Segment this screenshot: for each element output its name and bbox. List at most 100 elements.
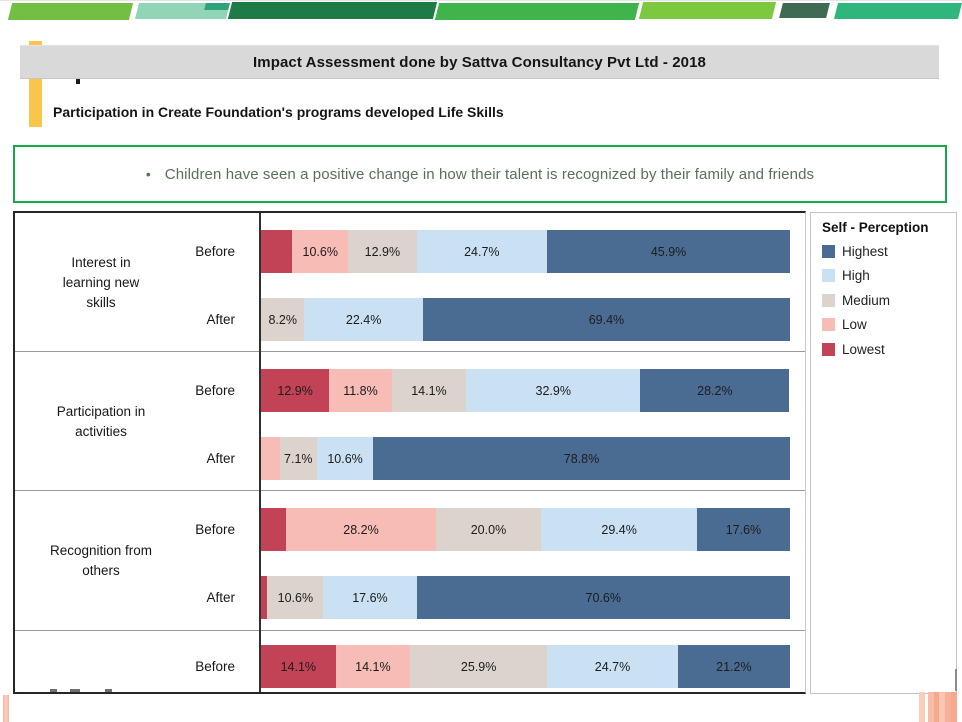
bar-value-label: 14.1% <box>355 659 391 674</box>
legend-label: Medium <box>842 292 891 308</box>
bar-segment-lowest: 12.9% <box>261 369 330 412</box>
legend-swatch-lowest <box>822 342 835 356</box>
bar-segment-low <box>261 437 280 480</box>
bar-segment-lowest <box>261 508 287 551</box>
legend-title: Self - Perception <box>822 220 929 235</box>
bar-value-label: 14.1% <box>280 659 317 674</box>
banner-segment <box>834 3 962 19</box>
bar-segment-high: 29.4% <box>541 508 697 551</box>
legend-item: High <box>822 264 956 289</box>
text-remnant-mark <box>76 79 80 84</box>
bar-segment-low: 11.8% <box>329 369 392 412</box>
bar-segment-high: 17.6% <box>323 576 417 619</box>
chart-axis-line <box>259 213 261 692</box>
phase-label: Before <box>195 383 235 398</box>
bar-value-label: 29.4% <box>601 522 637 537</box>
bar-value-label: 10.6% <box>277 590 314 605</box>
header-bar: Impact Assessment done by Sattva Consult… <box>20 45 939 79</box>
bar-segment-high: 10.6% <box>317 437 374 480</box>
banner-segment <box>638 2 777 19</box>
header-title: Impact Assessment done by Sattva Consult… <box>253 53 706 71</box>
bar-row: 14.1% 14.1% 25.9% 24.7% 21.2% <box>261 645 790 688</box>
bar-segment-medium: 10.6% <box>267 576 324 619</box>
legend-label: High <box>842 268 870 284</box>
bar-value-label: 25.9% <box>460 659 497 674</box>
clipped-category-text-mark <box>70 689 80 692</box>
legend-label: Lowest <box>842 341 885 357</box>
category-divider-line <box>15 351 805 352</box>
legend-item: Highest <box>822 239 956 264</box>
bar-row: 10.6% 17.6% 70.6% <box>261 576 790 619</box>
bar-segment-high: 32.9% <box>466 369 641 412</box>
clipped-category-text-mark <box>50 689 57 692</box>
bar-segment-highest: 45.9% <box>547 230 790 273</box>
bar-segment-medium: 12.9% <box>348 230 417 273</box>
category-label: Interest in learning new skills <box>62 254 140 310</box>
banner-segment <box>7 3 134 20</box>
callout-text: Children have seen a positive change in … <box>164 165 815 183</box>
clipped-stripe-decoration <box>3 695 9 722</box>
clipped-tick-mark <box>955 669 957 691</box>
bar-value-label: 10.6% <box>302 244 338 259</box>
bar-segment-medium: 7.1% <box>279 437 318 480</box>
bar-segment-highest: 69.4% <box>422 298 790 341</box>
legend-swatch-low <box>822 318 835 332</box>
bar-row: 28.2% 20.0% 29.4% 17.6% <box>261 508 790 551</box>
legend-item: Lowest <box>822 337 956 362</box>
bar-value-label: 10.6% <box>327 451 363 466</box>
phase-label: After <box>206 451 235 466</box>
bar-row: 7.1% 10.6% 78.8% <box>261 437 790 480</box>
slide-subtitle: Participation in Create Foundation's pro… <box>53 104 504 120</box>
bar-segment-lowest <box>261 230 293 273</box>
phase-label: Before <box>195 659 235 674</box>
bar-value-label: 17.6% <box>725 522 762 537</box>
phase-label: Before <box>195 522 235 537</box>
legend-swatch-medium <box>822 293 835 307</box>
stacked-bar-chart: Interest in learning new skills Before 10.… <box>13 211 806 694</box>
bar-segment-medium: 25.9% <box>410 645 548 688</box>
bar-value-label: 28.2% <box>343 522 379 537</box>
bar-value-label: 7.1% <box>284 451 313 466</box>
banner-segment <box>779 3 830 18</box>
clipped-stripe-decoration <box>928 692 957 722</box>
clipped-category-text-mark <box>105 689 112 692</box>
bar-value-label: 20.0% <box>470 522 507 537</box>
chart-legend: Self - Perception Highest High Medium Low Lo… <box>810 212 957 694</box>
bar-segment-medium: 8.2% <box>261 298 305 341</box>
clipped-stripe-decoration <box>919 692 925 722</box>
bar-value-label: 22.4% <box>345 312 382 327</box>
legend-label: Low <box>842 317 867 333</box>
bar-row: 8.2% 22.4% 69.4% <box>261 298 790 341</box>
bar-segment-high: 24.7% <box>416 230 548 273</box>
callout-box: • Children have seen a positive change i… <box>13 145 947 203</box>
bar-value-label: 24.7% <box>594 659 631 674</box>
bar-segment-low: 28.2% <box>286 508 436 551</box>
bar-segment-highest: 78.8% <box>373 437 790 480</box>
bar-segment-high: 24.7% <box>547 645 678 688</box>
bar-segment-low: 10.6% <box>292 230 349 273</box>
bar-row: 12.9% 11.8% 14.1% 32.9% 28.2% <box>261 369 790 412</box>
bar-value-label: 21.2% <box>716 659 752 674</box>
category-divider-line <box>15 630 805 631</box>
category-label: Recognition from others <box>49 543 153 578</box>
bar-value-label: 32.9% <box>535 383 571 398</box>
bar-value-label: 12.9% <box>364 244 401 259</box>
legend-item: Medium <box>822 288 956 313</box>
legend-items: Highest High Medium Low Lowest <box>811 239 956 362</box>
bar-segment-high: 22.4% <box>304 298 423 341</box>
slide-top-edge <box>0 0 962 1</box>
category-divider-line <box>15 490 805 491</box>
bar-value-label: 11.8% <box>343 383 378 398</box>
bar-value-label: 78.8% <box>563 451 600 466</box>
bar-value-label: 70.6% <box>585 590 621 605</box>
legend-item: Low <box>822 313 956 338</box>
bar-segment-lowest: 14.1% <box>261 645 336 688</box>
category-label: Participation in activities <box>56 403 146 439</box>
bar-segment-highest: 28.2% <box>640 369 790 412</box>
bar-segment-highest: 17.6% <box>696 508 790 551</box>
banner-segment <box>227 2 438 19</box>
bar-value-label: 24.7% <box>464 244 500 259</box>
legend-swatch-highest <box>822 244 835 258</box>
phase-label: After <box>206 590 235 605</box>
banner-segment <box>434 3 640 20</box>
